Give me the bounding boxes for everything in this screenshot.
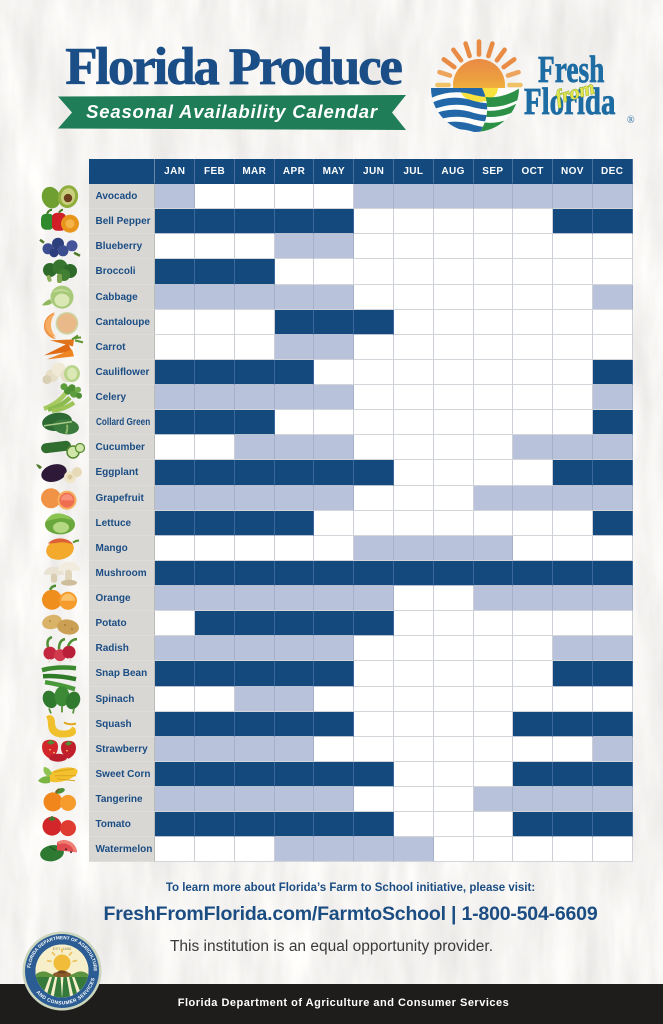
svg-text:®: ®	[627, 115, 635, 126]
svg-text:Fresh: Fresh	[538, 49, 604, 91]
svg-text:EST. 1868: EST. 1868	[53, 946, 72, 951]
svg-text:Florida: Florida	[524, 81, 616, 123]
